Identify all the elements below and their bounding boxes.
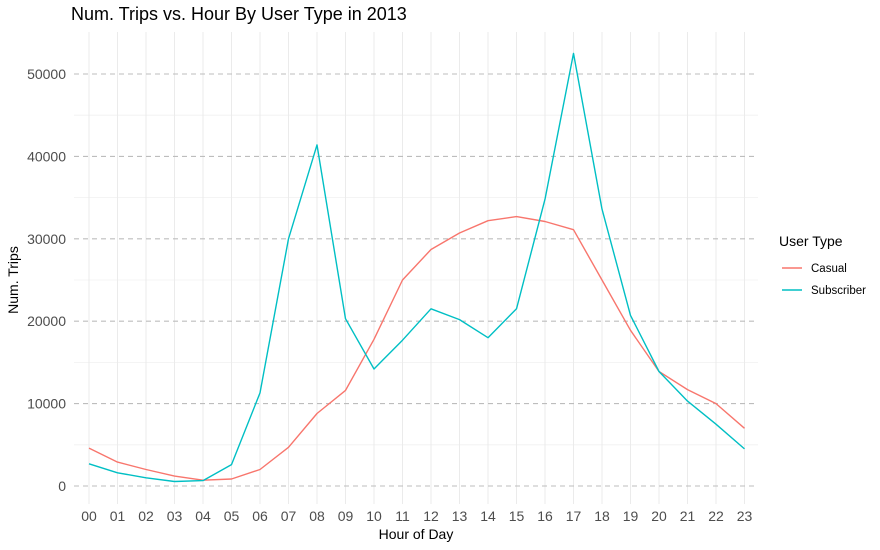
legend-label-casual: Casual — [811, 263, 847, 275]
x-tick-label: 20 — [651, 508, 667, 524]
legend-title: User Type — [779, 233, 843, 249]
x-tick-label: 00 — [81, 508, 97, 524]
x-tick-label: 11 — [395, 508, 410, 524]
x-tick-label: 14 — [480, 508, 496, 524]
x-axis-title: Hour of Day — [379, 526, 454, 542]
y-axis-title: Num. Trips — [5, 246, 21, 314]
x-tick-label: 01 — [110, 508, 126, 524]
y-axis-tick-labels: 0 10000 20000 30000 40000 50000 — [27, 66, 66, 494]
x-tick-label: 03 — [167, 508, 183, 524]
x-tick-label: 23 — [737, 508, 753, 524]
legend: User Type Casual Subscriber — [779, 233, 866, 297]
minor-gridlines — [74, 32, 758, 504]
y-tick-label: 20000 — [27, 313, 66, 329]
x-tick-label: 06 — [252, 508, 268, 524]
y-tick-label: 0 — [58, 478, 66, 494]
legend-label-subscriber: Subscriber — [811, 285, 866, 297]
x-tick-label: 13 — [452, 508, 468, 524]
x-tick-label: 07 — [281, 508, 297, 524]
x-axis-tick-labels: 00 01 02 03 04 05 06 07 08 09 10 11 12 13 14 15 16 17 18 19… — [81, 508, 752, 524]
x-tick-label: 19 — [623, 508, 639, 524]
x-tick-label: 22 — [708, 508, 724, 524]
series-lines — [88, 52, 745, 483]
x-tick-label: 09 — [338, 508, 354, 524]
y-tick-label: 30000 — [27, 231, 66, 247]
x-tick-label: 16 — [537, 508, 553, 524]
y-tick-label: 50000 — [27, 66, 66, 82]
y-tick-label: 10000 — [27, 396, 66, 412]
major-gridlines — [74, 73, 758, 487]
chart-title: Num. Trips vs. Hour By User Type in 2013 — [71, 4, 407, 24]
x-tick-label: 05 — [224, 508, 240, 524]
x-tick-label: 17 — [566, 508, 582, 524]
y-tick-label: 40000 — [27, 148, 66, 164]
x-tick-label: 21 — [680, 508, 696, 524]
x-tick-label: 04 — [195, 508, 211, 524]
x-tick-label: 08 — [309, 508, 325, 524]
x-tick-label: 18 — [594, 508, 610, 524]
x-tick-label: 12 — [423, 508, 439, 524]
series-line-subscriber — [88, 52, 745, 483]
x-tick-label: 02 — [138, 508, 154, 524]
x-tick-label: 15 — [509, 508, 525, 524]
x-tick-label: 10 — [366, 508, 382, 524]
series-line-casual — [88, 215, 745, 481]
